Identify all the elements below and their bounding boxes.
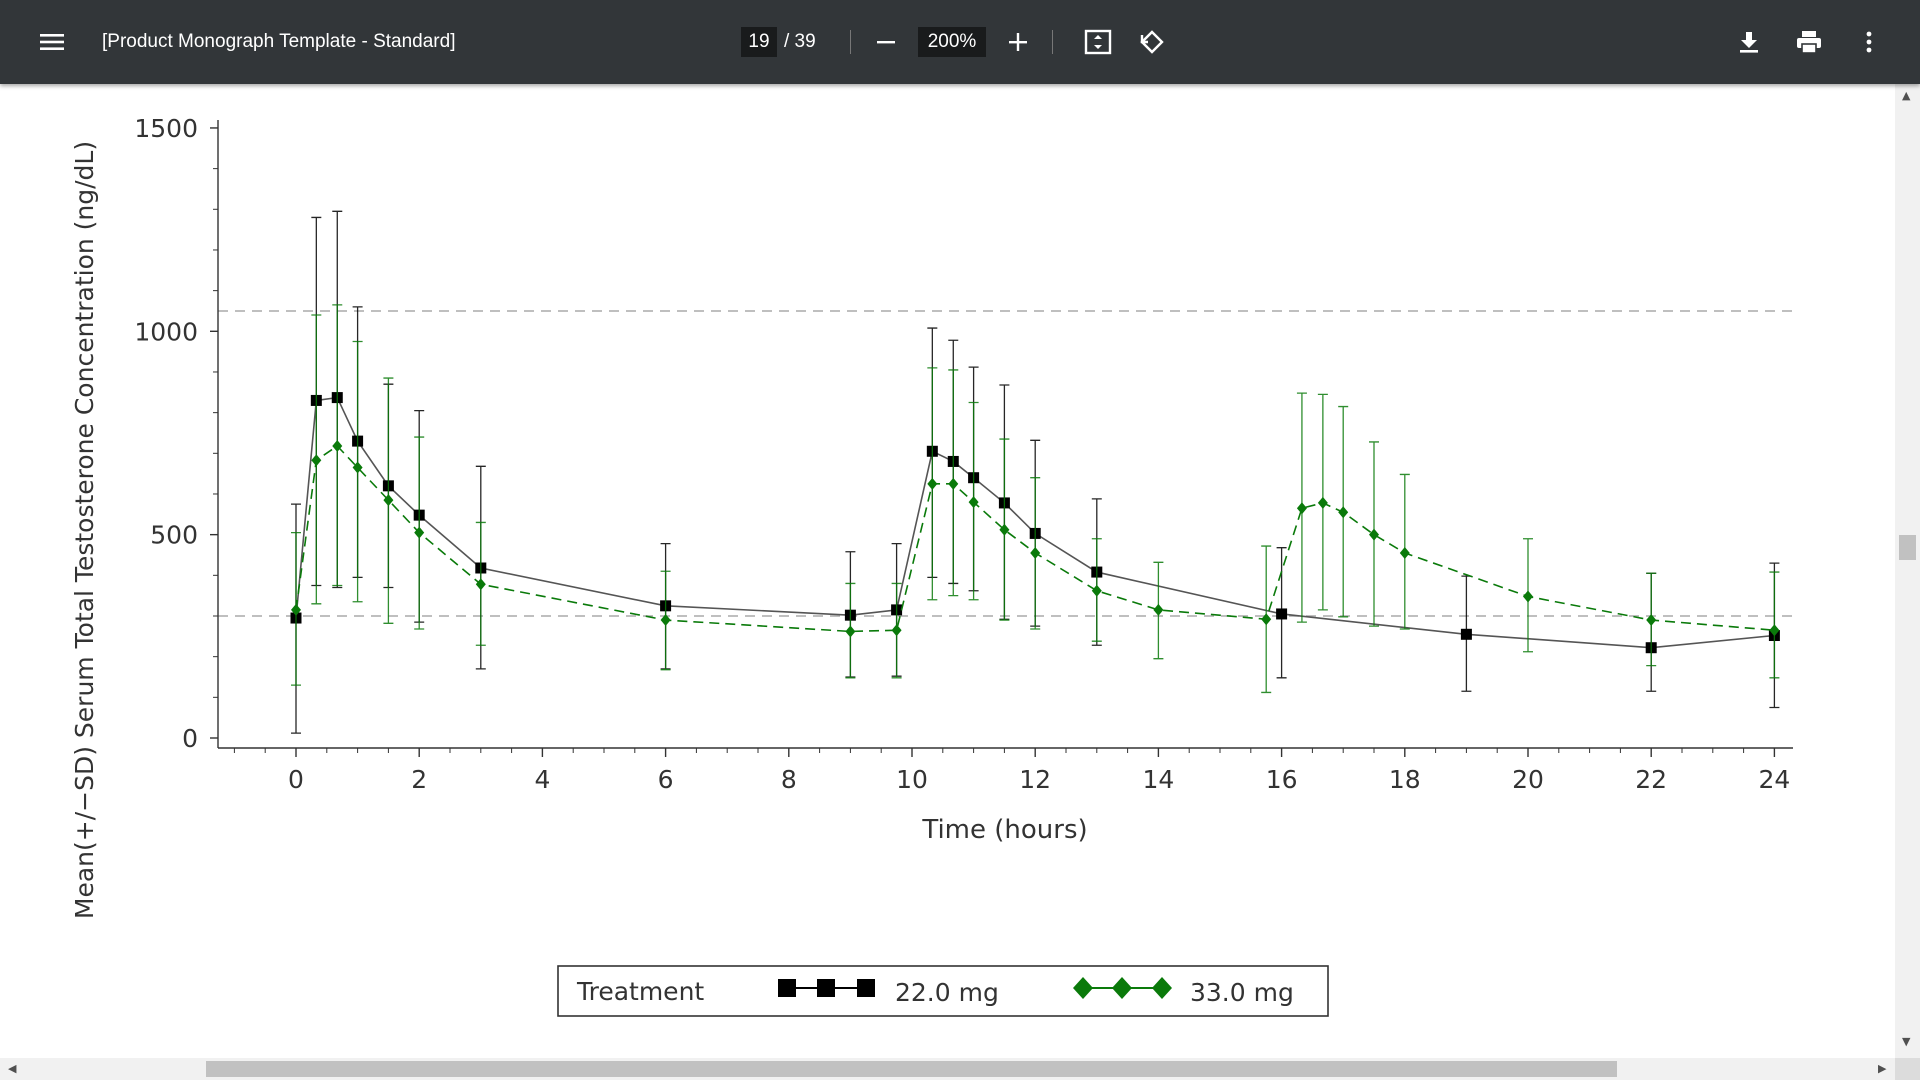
x-tick-label: 6	[658, 765, 674, 794]
vertical-scroll-thumb[interactable]	[1899, 535, 1916, 560]
x-tick-label: 8	[781, 765, 797, 794]
y-tick-label: 0	[182, 724, 198, 753]
legend: Treatment 22.0 mg 33.0 mg	[557, 965, 1329, 1017]
y-tick-label: 1500	[134, 114, 198, 143]
data-point	[968, 496, 979, 509]
data-point	[1030, 546, 1041, 559]
data-point	[1091, 584, 1102, 597]
rotate-icon[interactable]	[1134, 24, 1170, 60]
data-point	[1769, 624, 1780, 637]
print-icon[interactable]	[1791, 24, 1827, 60]
data-point	[948, 477, 959, 490]
legend-swatch-22mg	[778, 979, 875, 997]
x-tick-label: 24	[1758, 765, 1790, 794]
series-22-0-mg	[290, 210, 1780, 734]
data-point	[475, 578, 486, 591]
legend-label-22mg: 22.0 mg	[895, 978, 999, 1007]
data-point	[352, 461, 363, 474]
data-point	[1460, 628, 1472, 640]
horizontal-scroll-thumb[interactable]	[206, 1061, 1617, 1077]
data-point	[1317, 496, 1328, 509]
pdf-toolbar: [Product Monograph Template - Standard] …	[0, 0, 1920, 84]
data-point	[999, 523, 1010, 536]
legend-swatch-33mg	[1073, 977, 1172, 999]
vertical-scrollbar[interactable]	[1895, 84, 1920, 1058]
x-axis-label: Time (hours)	[921, 815, 1087, 845]
data-point	[1153, 603, 1164, 616]
x-tick-label: 20	[1512, 765, 1544, 794]
current-page-input[interactable]: 19	[741, 27, 777, 57]
x-tick-label: 16	[1266, 765, 1298, 794]
series-33-0-mg	[291, 304, 1780, 694]
y-tick-label: 500	[150, 521, 198, 550]
hamburger-menu-icon[interactable]	[34, 24, 70, 60]
document-title: [Product Monograph Template - Standard]	[102, 31, 456, 52]
y-tick-label: 1000	[134, 317, 198, 346]
data-point	[1369, 528, 1379, 541]
page-total: / 39	[784, 31, 816, 52]
zoom-in-icon[interactable]	[1000, 24, 1036, 60]
x-tick-label: 2	[411, 765, 427, 794]
zoom-out-icon[interactable]	[868, 24, 904, 60]
x-tick-label: 12	[1019, 765, 1051, 794]
data-point	[1399, 546, 1410, 559]
data-point	[1276, 608, 1288, 620]
data-point	[845, 625, 856, 638]
y-axis-label: Mean(+/−SD) Serum Total Testosterone Con…	[70, 141, 99, 919]
x-tick-label: 22	[1635, 765, 1667, 794]
series-line	[295, 396, 1775, 649]
legend-label-33mg: 33.0 mg	[1190, 978, 1294, 1007]
download-icon[interactable]	[1731, 24, 1767, 60]
x-tick-label: 10	[896, 765, 928, 794]
scroll-up-arrow[interactable]: ▲	[1902, 89, 1911, 102]
x-tick-label: 14	[1142, 765, 1174, 794]
data-point	[311, 454, 322, 467]
data-point	[891, 624, 902, 637]
pdf-page-content: 0 500 1000 1500 0 2 4 6 8 10 12 14 16 18 20 22 24 Time (…	[0, 84, 1895, 1058]
x-tick-label: 18	[1389, 765, 1421, 794]
series-line	[295, 444, 1775, 633]
data-point	[1261, 613, 1272, 626]
scrollbar-corner	[1895, 1058, 1920, 1080]
toolbar-divider	[1052, 30, 1053, 54]
data-point	[1338, 506, 1349, 519]
scroll-right-arrow[interactable]: ▶	[1878, 1062, 1887, 1075]
data-point	[1646, 614, 1657, 627]
data-point	[383, 494, 394, 507]
scroll-left-arrow[interactable]: ◀	[8, 1062, 17, 1075]
data-point	[1296, 502, 1307, 515]
more-vert-icon[interactable]	[1851, 24, 1887, 60]
data-point	[414, 526, 425, 539]
data-point	[927, 477, 938, 490]
fit-page-icon[interactable]	[1080, 24, 1116, 60]
x-tick-label: 0	[288, 765, 304, 794]
legend-title: Treatment	[576, 977, 704, 1006]
data-point	[660, 614, 671, 627]
data-point	[332, 439, 343, 452]
x-tick-label: 4	[534, 765, 550, 794]
zoom-level-input[interactable]: 200%	[918, 27, 986, 57]
toolbar-divider	[850, 30, 851, 54]
data-point	[291, 603, 301, 616]
scroll-down-arrow[interactable]: ▼	[1902, 1035, 1911, 1048]
legend-box	[557, 965, 1329, 1017]
data-point	[1523, 590, 1533, 603]
